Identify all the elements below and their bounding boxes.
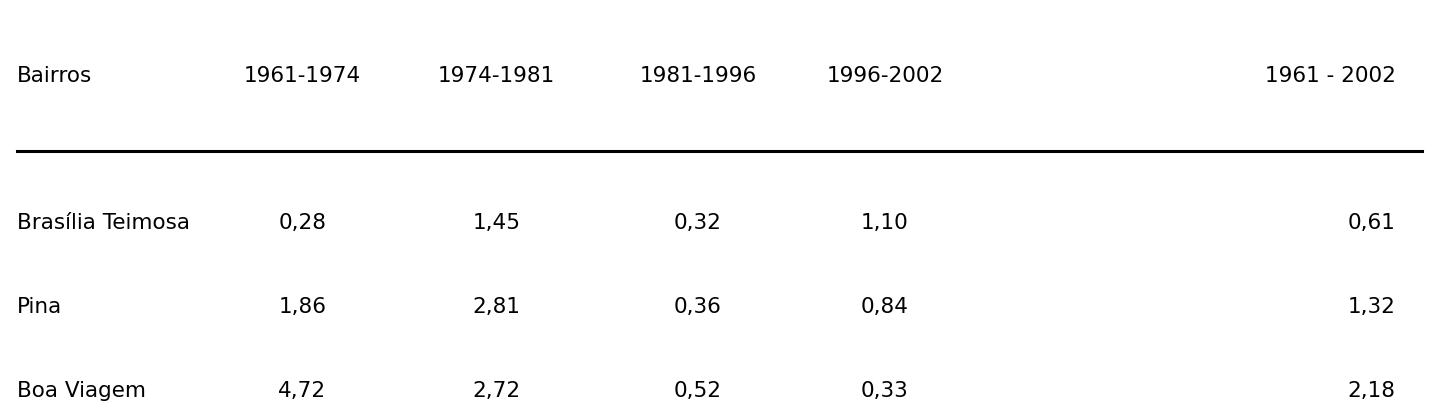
Text: 0,32: 0,32 bbox=[673, 213, 722, 233]
Text: 1961 - 2002: 1961 - 2002 bbox=[1265, 66, 1396, 86]
Text: 1981-1996: 1981-1996 bbox=[639, 66, 757, 86]
Text: Brasília Teimosa: Brasília Teimosa bbox=[17, 213, 190, 233]
Text: 1996-2002: 1996-2002 bbox=[826, 66, 944, 86]
Text: 1961-1974: 1961-1974 bbox=[243, 66, 361, 86]
Text: 0,28: 0,28 bbox=[278, 213, 327, 233]
Text: 1,32: 1,32 bbox=[1348, 297, 1396, 317]
Text: Bairros: Bairros bbox=[17, 66, 92, 86]
Text: 0,61: 0,61 bbox=[1348, 213, 1396, 233]
Text: 4,72: 4,72 bbox=[278, 381, 327, 401]
Text: 0,52: 0,52 bbox=[673, 381, 722, 401]
Text: 1,10: 1,10 bbox=[861, 213, 909, 233]
Text: Boa Viagem: Boa Viagem bbox=[17, 381, 147, 401]
Text: 0,36: 0,36 bbox=[673, 297, 722, 317]
Text: 2,18: 2,18 bbox=[1348, 381, 1396, 401]
Text: 0,84: 0,84 bbox=[861, 297, 909, 317]
Text: 1,45: 1,45 bbox=[472, 213, 521, 233]
Text: 2,81: 2,81 bbox=[472, 297, 521, 317]
Text: 2,72: 2,72 bbox=[472, 381, 521, 401]
Text: 1,86: 1,86 bbox=[278, 297, 327, 317]
Text: 1974-1981: 1974-1981 bbox=[437, 66, 555, 86]
Text: Pina: Pina bbox=[17, 297, 62, 317]
Text: 0,33: 0,33 bbox=[861, 381, 909, 401]
